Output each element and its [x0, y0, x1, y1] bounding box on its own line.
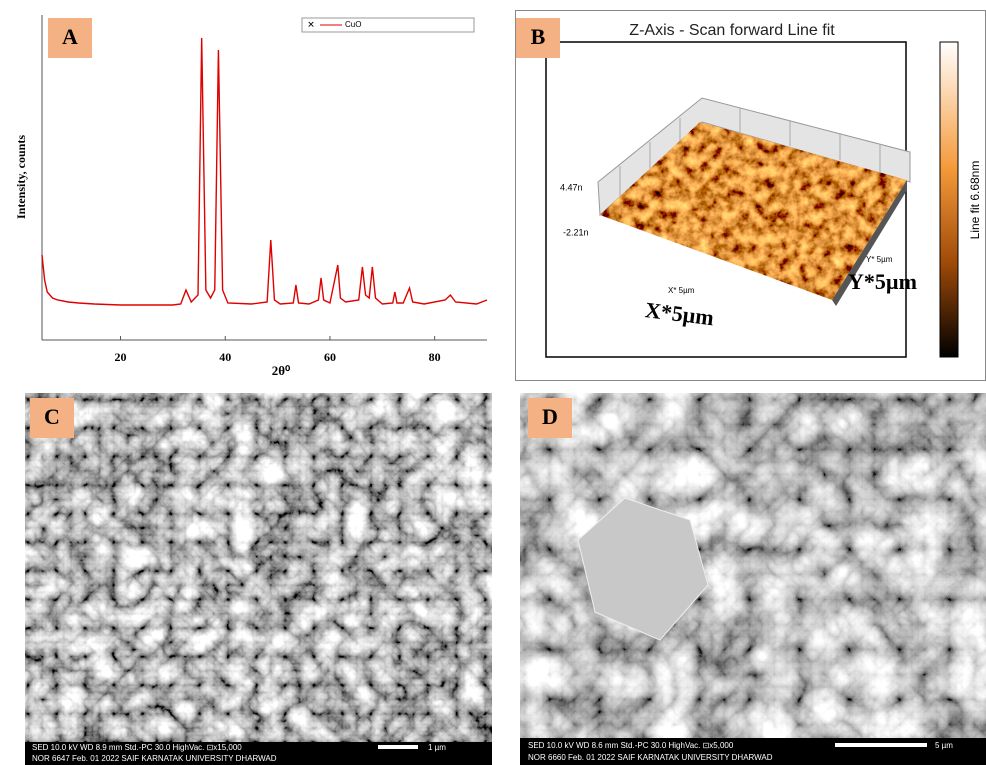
x-tick-label: 20 — [115, 350, 127, 364]
sem-image — [25, 393, 492, 743]
x-tick-label: 60 — [324, 350, 336, 364]
legend-label: CuO — [345, 20, 361, 29]
legend-marker: ✕ — [307, 19, 315, 29]
scale-label: 5 µm — [935, 741, 953, 750]
afm-title: Z-Axis - Scan forward Line fit — [629, 22, 835, 39]
scale-bar — [378, 745, 418, 749]
x-tick-label: 80 — [429, 350, 441, 364]
panel-d: SED 10.0 kV WD 8.6 mm Std.-PC 30.0 HighV… — [520, 393, 986, 765]
colorbar — [940, 42, 958, 357]
y-axis-label: Y* 5µm — [866, 255, 893, 264]
z-max-label: 4.47n — [560, 182, 583, 192]
panel-label: B — [531, 24, 546, 49]
info-line: NOR 6660 Feb. 01 2022 SAIF KARNATAK UNIV… — [528, 753, 773, 762]
y-axis-label: Intensity, counts — [14, 135, 28, 219]
info-line: SED 10.0 kV WD 8.9 mm Std.-PC 30.0 HighV… — [32, 743, 242, 752]
panel-label: D — [542, 404, 558, 429]
panel-label: C — [44, 404, 60, 429]
x-axis-label: 2θ⁰ — [272, 363, 291, 378]
info-line: NOR 6647 Feb. 01 2022 SAIF KARNATAK UNIV… — [32, 754, 277, 763]
scale-label: 1 µm — [428, 743, 446, 752]
scale-bar — [835, 743, 927, 747]
panel-a: A Intensity, counts 2θ⁰ ✕ — [14, 15, 487, 378]
figure: A Intensity, counts 2θ⁰ ✕ B Z-Axis - Sca… — [0, 0, 986, 765]
data-line — [42, 38, 487, 305]
x-axis-label: X* 5µm — [668, 286, 695, 295]
colorbar-label: Line fit 6.68nm — [968, 161, 982, 240]
z-min-label: -2.21n — [563, 227, 589, 237]
y-annotation: Y*5µm — [848, 269, 917, 294]
info-line: SED 10.0 kV WD 8.6 mm Std.-PC 30.0 HighV… — [528, 741, 734, 750]
panel-label: A — [62, 24, 78, 49]
x-tick-label: 40 — [219, 350, 231, 364]
panel-b: B Z-Axis - Scan forward Line fit 4.47n -… — [516, 11, 986, 381]
panel-c: SED 10.0 kV WD 8.9 mm Std.-PC 30.0 HighV… — [25, 393, 492, 765]
